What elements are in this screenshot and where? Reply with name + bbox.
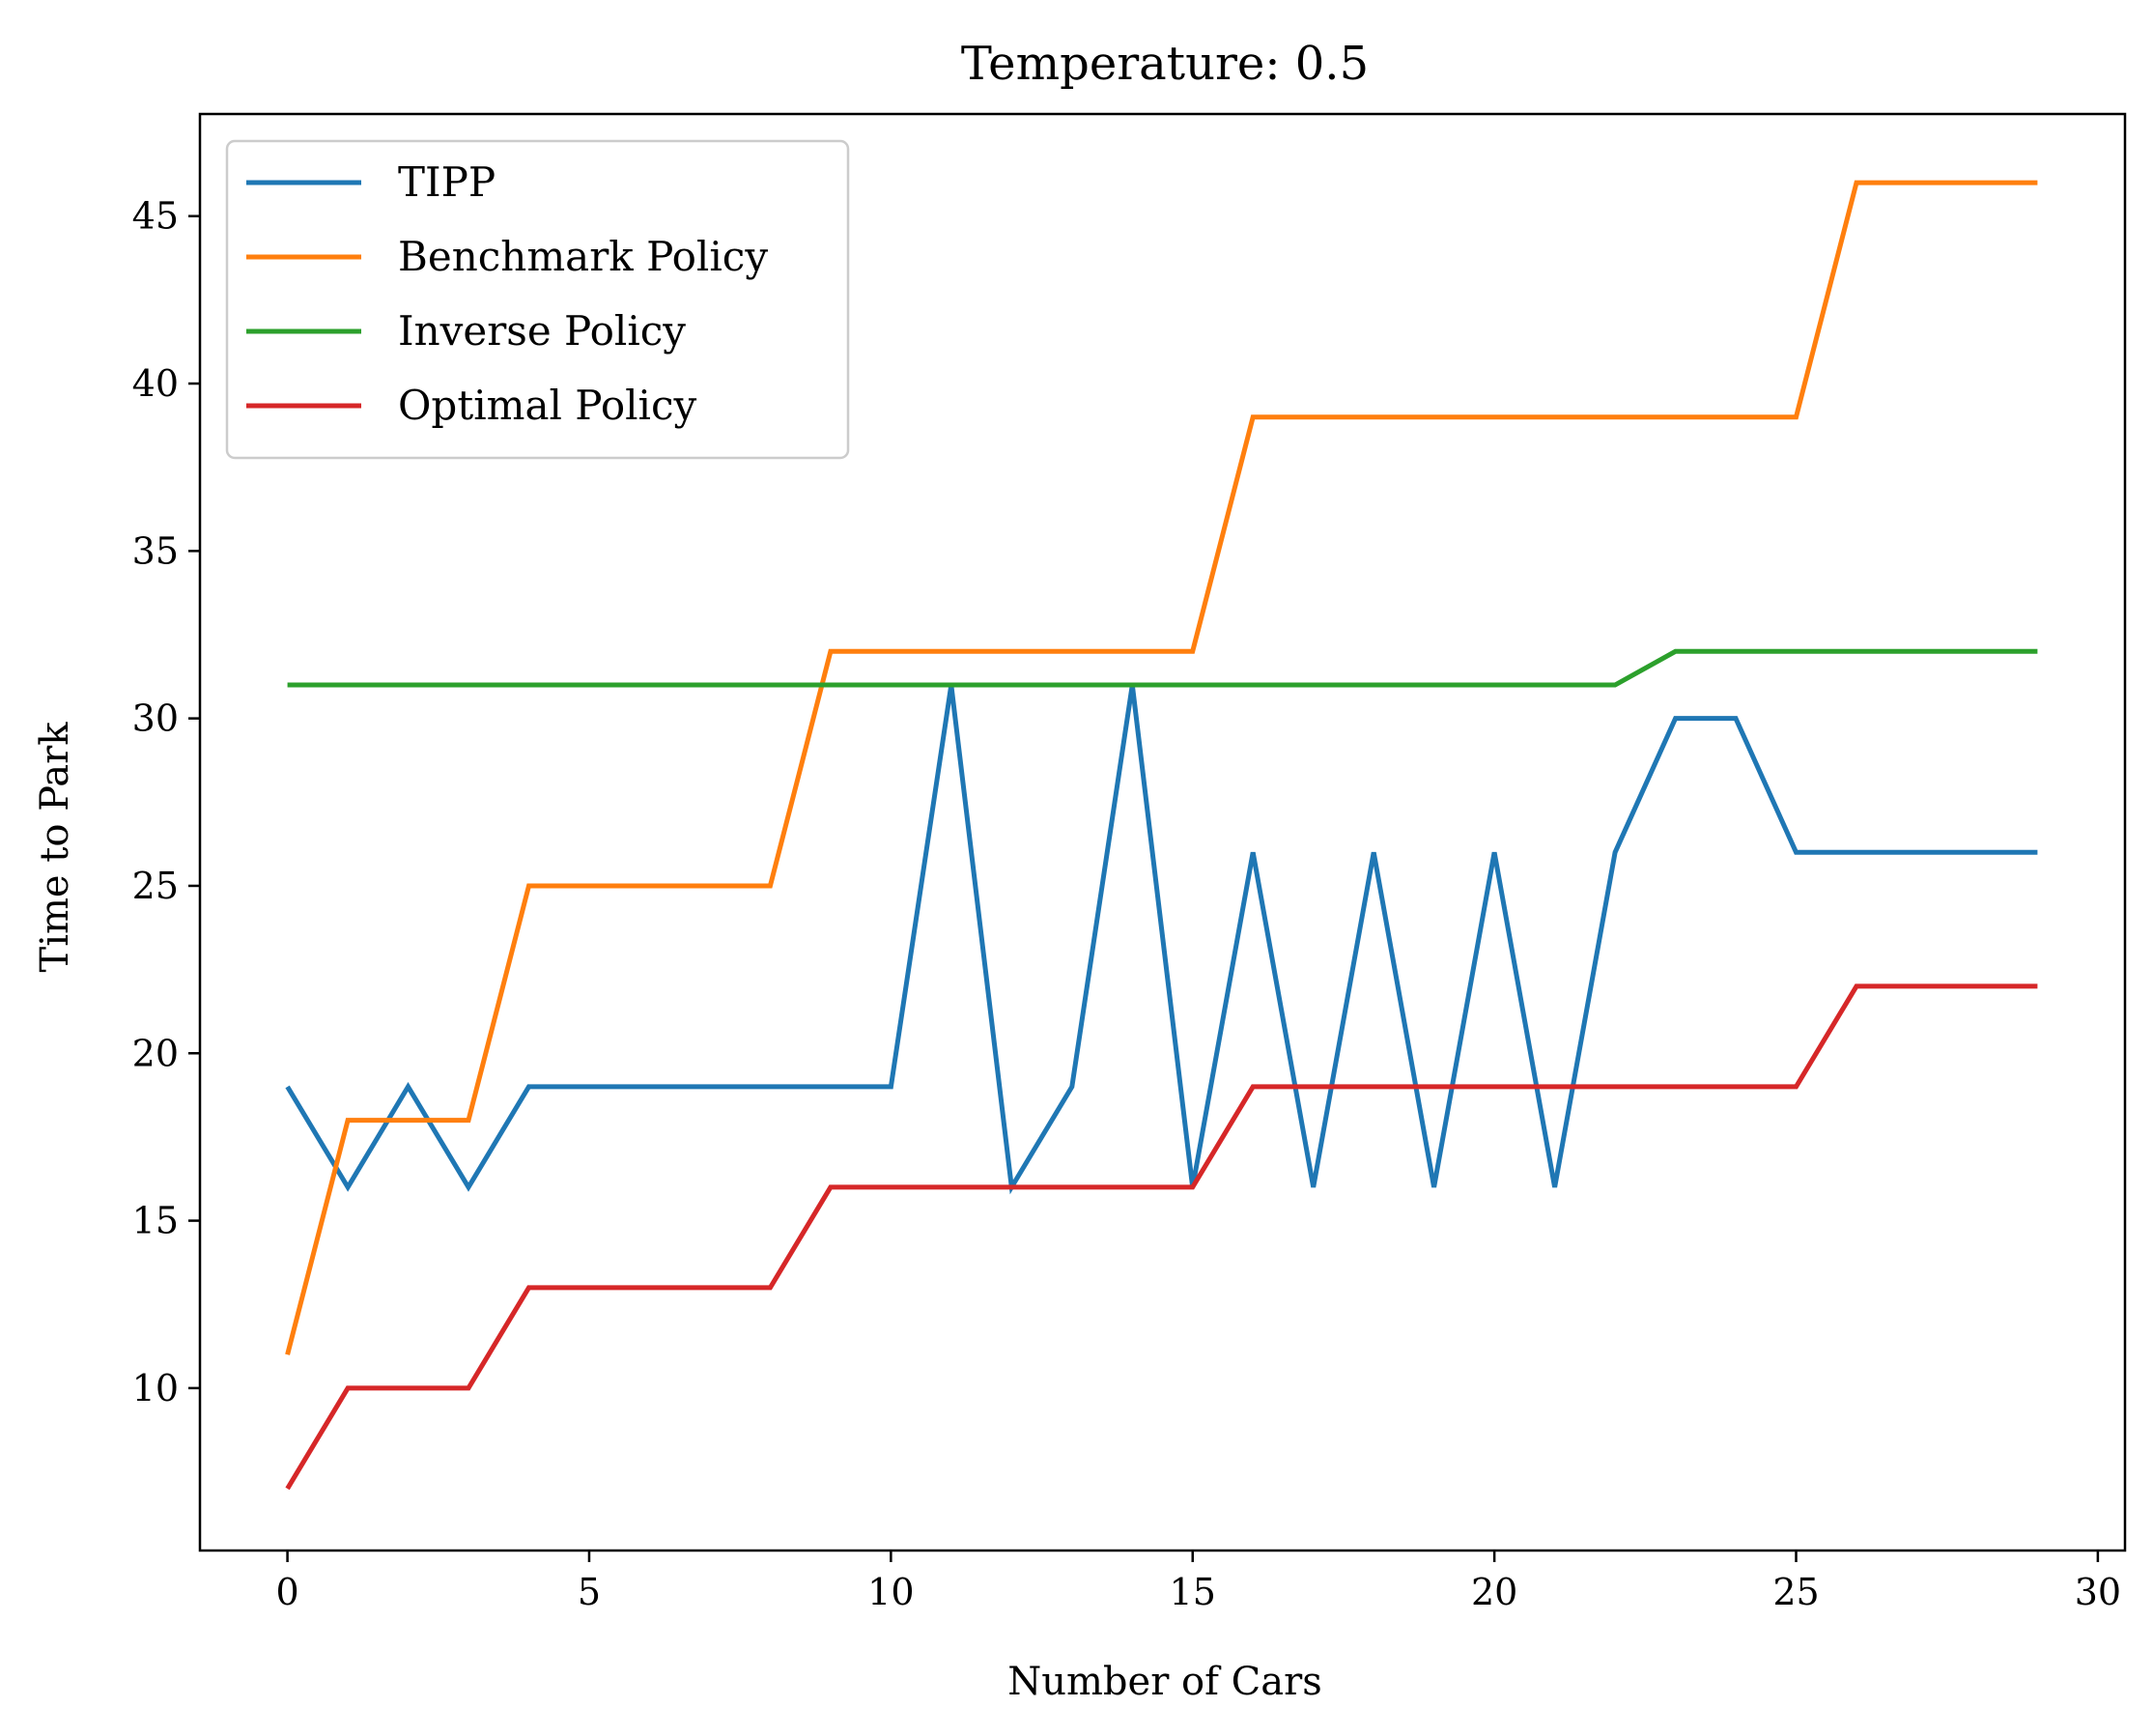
legend-box bbox=[225, 139, 850, 460]
series-line-1 bbox=[285, 180, 2038, 1355]
series-line-3 bbox=[285, 983, 2038, 1491]
plot-frame bbox=[198, 112, 2127, 1552]
y-tick-label: 25 bbox=[132, 865, 179, 907]
legend-label-0: TIPP bbox=[398, 158, 496, 206]
x-tick-label: 20 bbox=[1471, 1571, 1517, 1613]
y-tick-label: 15 bbox=[132, 1200, 179, 1242]
legend-label-3: Optimal Policy bbox=[398, 382, 697, 429]
x-tick-label: 15 bbox=[1170, 1571, 1216, 1613]
x-axis: 0 5 10 15 20 25 30 bbox=[275, 1551, 2121, 1613]
series-layer bbox=[285, 180, 2038, 1491]
legend-label-1: Benchmark Policy bbox=[398, 233, 768, 280]
legend: TIPP Benchmark Policy Inverse Policy Optima… bbox=[225, 139, 850, 460]
x-tick-label: 5 bbox=[578, 1571, 601, 1613]
y-tick-label: 40 bbox=[132, 362, 179, 405]
x-axis-label: Number of Cars bbox=[1007, 1660, 1322, 1704]
legend-label-2: Inverse Policy bbox=[398, 307, 686, 355]
y-tick-label: 45 bbox=[132, 195, 179, 238]
y-tick-label: 35 bbox=[132, 529, 179, 572]
series-line-0 bbox=[285, 684, 2038, 1195]
y-axis: 10 15 20 25 30 35 40 45 bbox=[132, 195, 200, 1409]
y-tick-label: 10 bbox=[132, 1367, 179, 1409]
x-tick-label: 10 bbox=[867, 1571, 914, 1613]
series-line-2 bbox=[287, 648, 2038, 688]
y-axis-label: Time to Park bbox=[33, 722, 77, 973]
x-tick-label: 30 bbox=[2075, 1571, 2121, 1613]
chart-title: Temperature: 0.5 bbox=[961, 37, 1369, 91]
x-tick-label: 0 bbox=[275, 1571, 298, 1613]
y-tick-label: 30 bbox=[132, 697, 179, 740]
y-tick-label: 20 bbox=[132, 1032, 179, 1074]
x-tick-label: 25 bbox=[1772, 1571, 1819, 1613]
